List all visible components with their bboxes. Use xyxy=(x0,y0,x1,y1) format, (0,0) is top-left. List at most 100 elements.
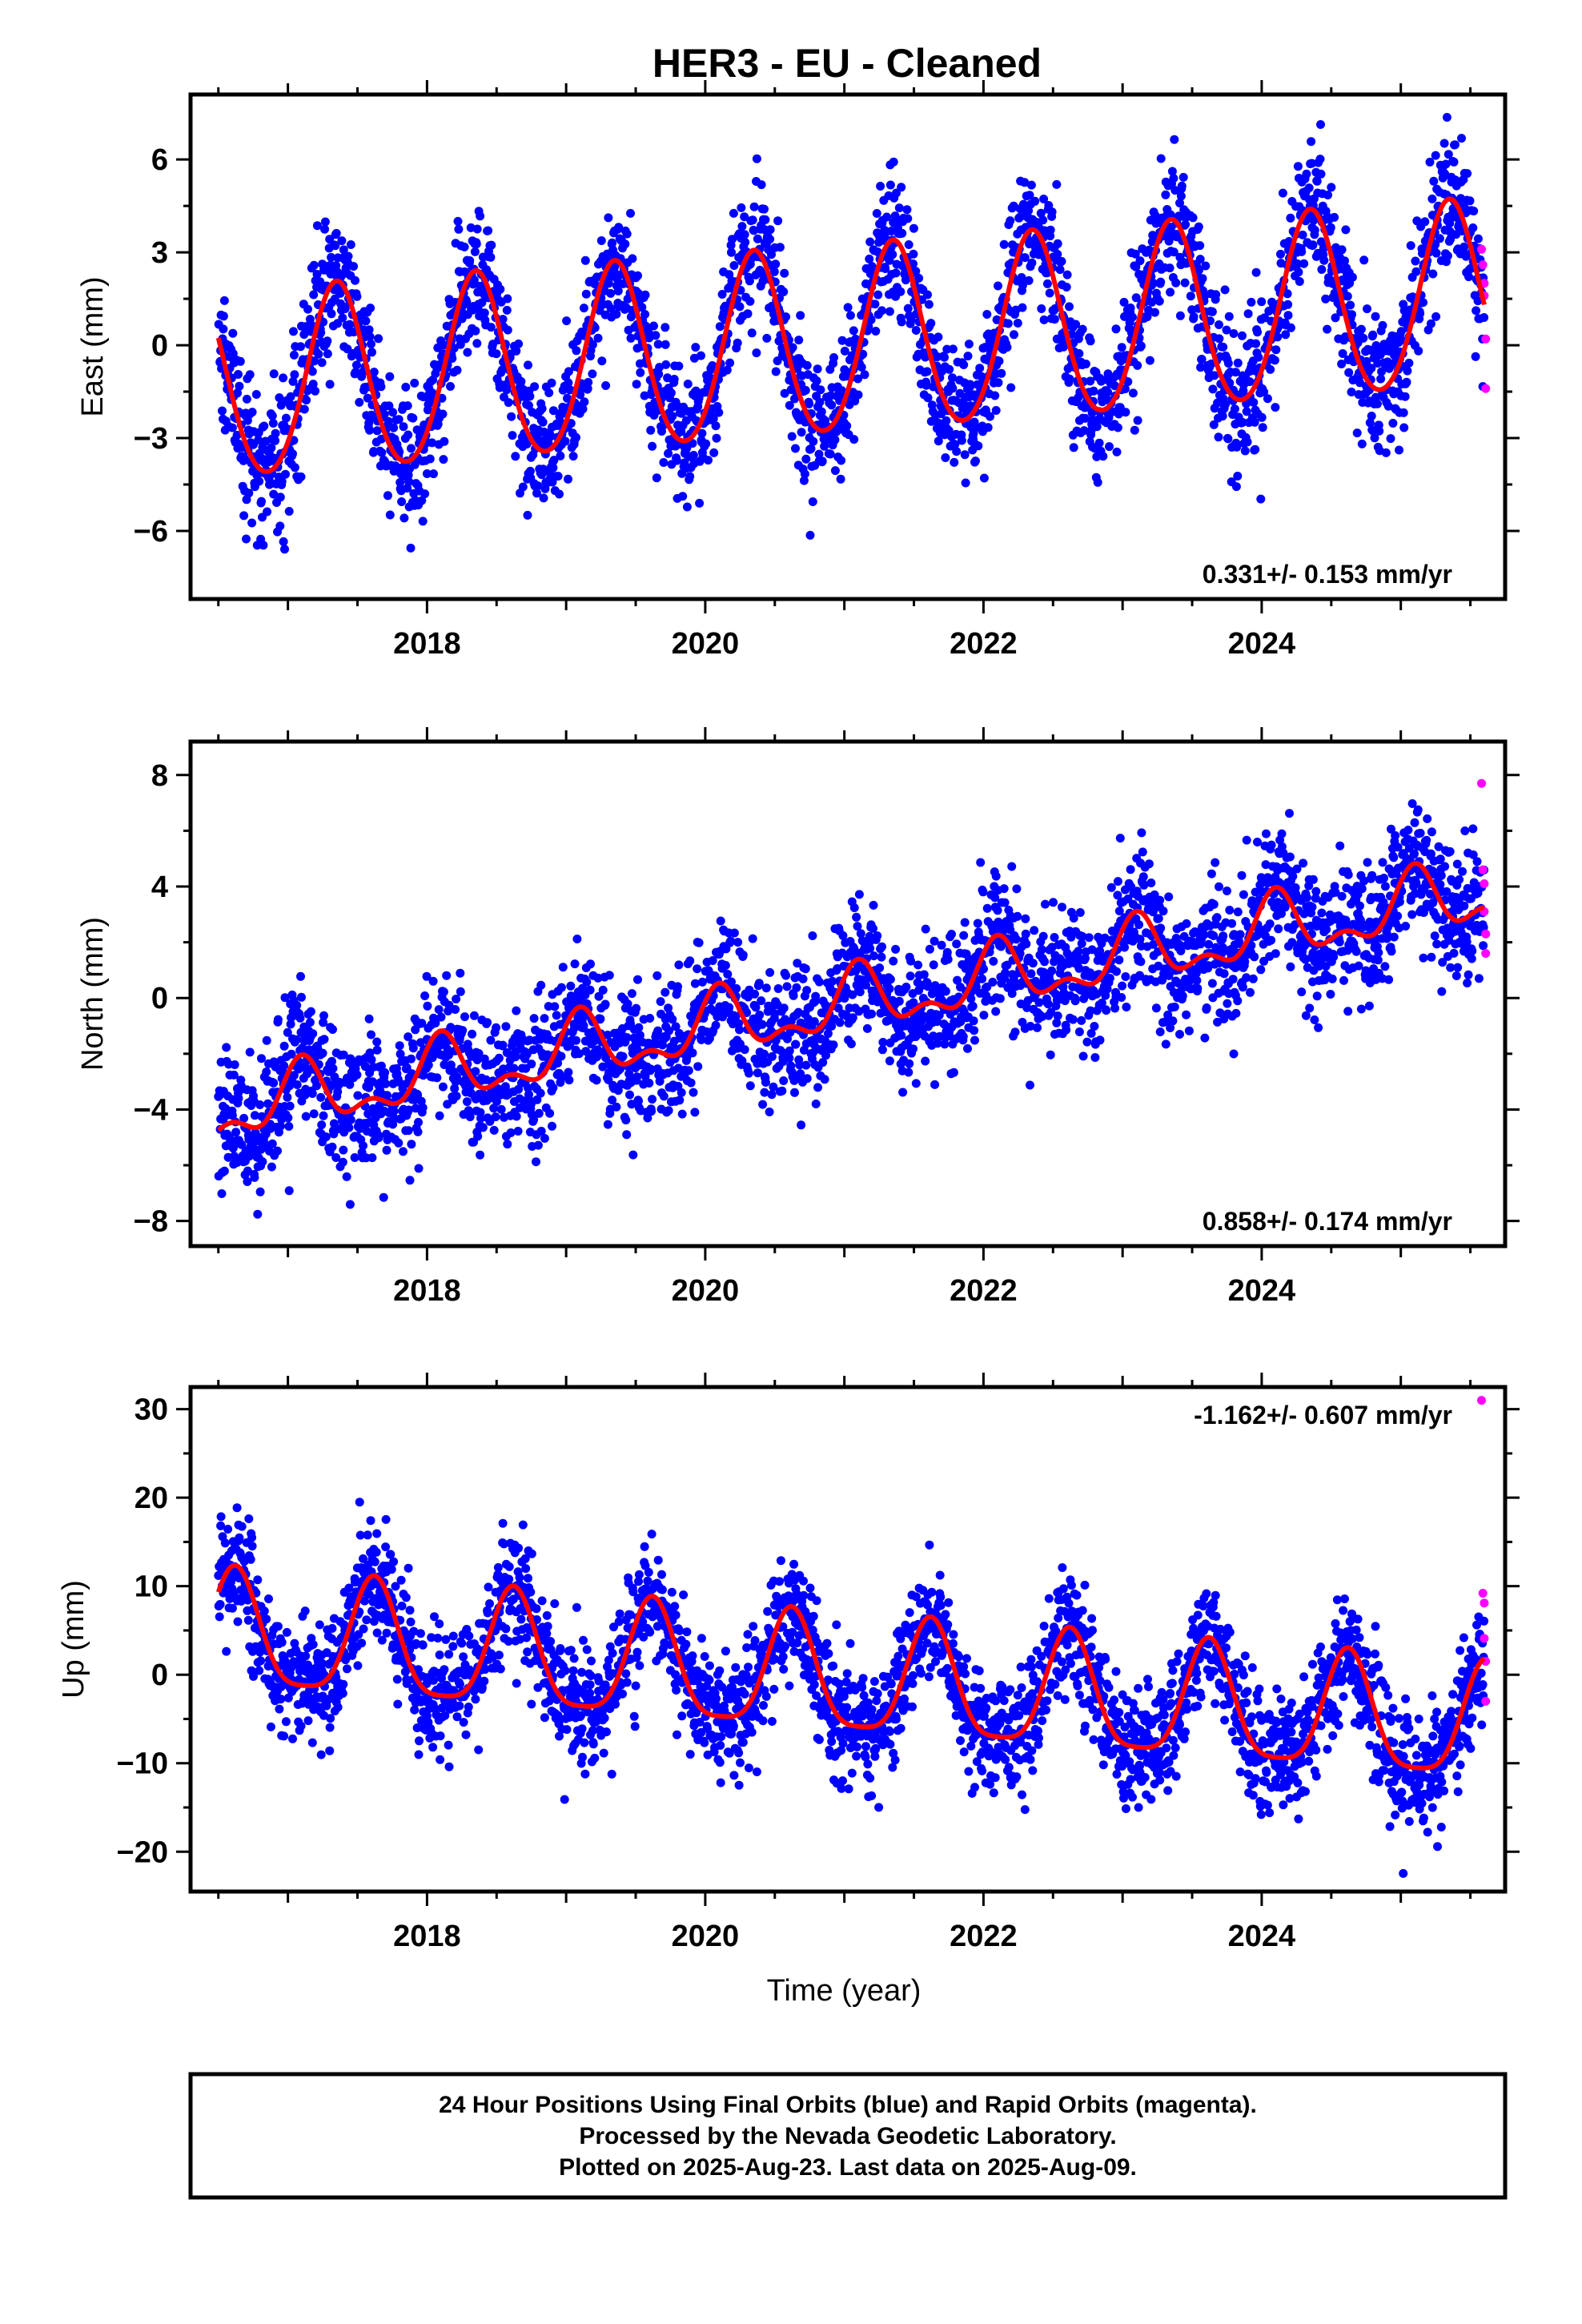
final-orbit-point xyxy=(1038,215,1048,225)
final-orbit-point xyxy=(940,1039,950,1049)
final-orbit-point xyxy=(1195,265,1204,275)
final-orbit-point xyxy=(853,922,862,931)
final-orbit-point xyxy=(296,971,305,981)
fit-line xyxy=(215,196,1487,474)
final-orbit-point xyxy=(463,348,472,357)
final-orbit-point xyxy=(827,400,837,410)
final-orbit-point xyxy=(802,1074,812,1084)
final-orbit-point xyxy=(1047,207,1057,217)
final-orbit-point xyxy=(570,1023,579,1032)
final-orbit-point xyxy=(592,1076,601,1085)
final-orbit-point xyxy=(929,960,938,970)
final-orbit-point xyxy=(616,1064,625,1074)
final-orbit-point xyxy=(849,435,859,444)
final-orbit-point xyxy=(1112,447,1122,456)
final-orbit-point xyxy=(1297,247,1307,256)
final-orbit-point xyxy=(440,1060,449,1069)
final-orbit-point xyxy=(992,315,1002,324)
final-orbit-point xyxy=(267,443,276,452)
final-orbit-point xyxy=(853,390,863,400)
final-orbit-point xyxy=(909,259,917,268)
final-orbit-point xyxy=(600,999,610,1009)
final-orbit-point xyxy=(1071,320,1081,329)
final-orbit-point xyxy=(685,472,695,481)
final-orbit-point xyxy=(1123,377,1133,387)
final-orbit-point xyxy=(1177,181,1186,191)
final-orbit-point xyxy=(319,1011,328,1020)
final-orbit-point xyxy=(1169,174,1178,183)
final-orbit-point xyxy=(460,1012,469,1022)
final-orbit-point xyxy=(229,1070,239,1080)
final-orbit-point xyxy=(312,270,322,279)
final-orbit-point xyxy=(290,370,299,380)
final-orbit-point xyxy=(420,489,430,499)
final-orbit-point xyxy=(1337,245,1347,255)
final-orbit-point xyxy=(767,1051,777,1061)
final-orbit-point xyxy=(410,378,420,388)
final-orbit-point xyxy=(1045,288,1054,298)
final-orbit-point xyxy=(1015,949,1025,959)
final-orbit-point xyxy=(1406,241,1415,251)
final-orbit-point xyxy=(930,936,939,946)
final-orbit-point xyxy=(331,1153,341,1162)
final-orbit-point xyxy=(439,340,448,350)
final-orbit-point xyxy=(1383,401,1393,411)
final-orbit-point xyxy=(659,458,669,467)
final-orbit-point xyxy=(1283,311,1293,320)
final-orbit-point xyxy=(674,361,684,371)
final-orbit-point xyxy=(683,380,693,388)
final-orbit-point xyxy=(572,1035,580,1045)
final-orbit-point xyxy=(1121,408,1130,417)
final-orbit-point xyxy=(1403,366,1412,376)
final-orbit-point xyxy=(802,986,812,995)
final-orbit-point xyxy=(757,180,766,190)
final-orbit-point xyxy=(1400,392,1410,401)
final-orbit-point xyxy=(727,247,736,257)
final-orbit-point xyxy=(903,214,913,223)
final-orbit-point xyxy=(606,304,616,313)
final-orbit-point xyxy=(960,450,970,460)
final-orbit-point xyxy=(861,980,870,990)
final-orbit-point xyxy=(624,1069,634,1079)
final-orbit-point xyxy=(647,1107,656,1116)
final-orbit-point xyxy=(765,967,775,977)
final-orbit-point xyxy=(664,448,673,458)
final-orbit-point xyxy=(990,893,1000,903)
final-orbit-point xyxy=(1181,219,1191,229)
final-orbit-point xyxy=(1293,259,1302,268)
final-orbit-point xyxy=(478,1123,488,1132)
final-orbit-point xyxy=(222,1043,231,1052)
final-orbit-point xyxy=(355,397,364,407)
final-orbit-point xyxy=(402,1063,412,1072)
final-orbit-point xyxy=(952,447,962,456)
final-orbit-point xyxy=(852,912,861,922)
final-orbit-point xyxy=(273,1146,282,1156)
final-orbit-point xyxy=(556,983,566,992)
final-orbit-point xyxy=(741,238,750,247)
final-orbit-point xyxy=(881,264,890,273)
final-orbit-point xyxy=(704,456,713,465)
final-orbit-point xyxy=(369,368,379,377)
final-orbit-point xyxy=(773,984,783,993)
final-orbit-point xyxy=(327,252,336,262)
rapid-orbit-point xyxy=(1481,384,1491,393)
final-orbit-point xyxy=(1469,207,1479,215)
final-orbit-point xyxy=(1038,931,1048,941)
final-orbit-point xyxy=(994,378,1003,388)
final-orbit-point xyxy=(688,1048,697,1058)
final-orbit-point xyxy=(1230,404,1239,414)
final-orbit-point xyxy=(754,979,764,988)
final-orbit-point xyxy=(1093,477,1102,487)
final-orbit-point xyxy=(407,444,416,453)
final-orbit-point xyxy=(555,489,564,499)
final-orbit-point xyxy=(219,324,228,334)
final-orbit-point xyxy=(251,390,261,399)
final-orbit-point xyxy=(1402,377,1411,387)
final-orbit-point xyxy=(1130,425,1139,435)
final-orbit-point xyxy=(299,330,309,340)
final-orbit-point xyxy=(1240,446,1250,456)
final-orbit-point xyxy=(1302,169,1311,179)
final-orbit-point xyxy=(860,370,869,380)
final-orbit-point xyxy=(1363,304,1371,314)
final-orbit-point xyxy=(830,435,840,444)
